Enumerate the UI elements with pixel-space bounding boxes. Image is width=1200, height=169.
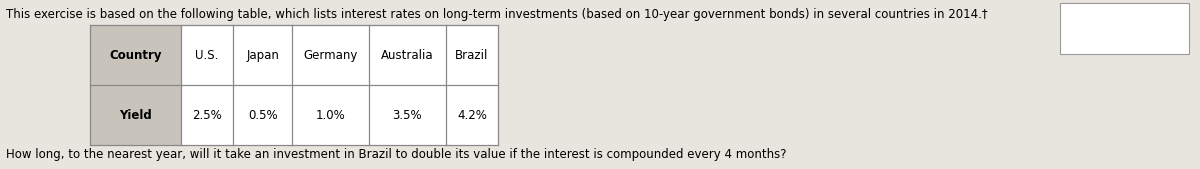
Text: Japan: Japan [246,49,280,62]
Bar [445,85,498,145]
Text: Brazil: Brazil [455,49,488,62]
Text: 0.5%: 0.5% [248,109,277,122]
Text: Australia: Australia [382,49,433,62]
Bar [90,85,181,145]
Text: 4.2%: 4.2% [457,109,487,122]
Bar [293,85,368,145]
Bar [181,85,233,145]
Text: U.S.: U.S. [196,49,218,62]
Text: 3.5%: 3.5% [392,109,422,122]
Bar [368,85,445,145]
Bar [293,25,368,85]
Bar [445,25,498,85]
Text: Country: Country [109,49,162,62]
Bar [233,25,293,85]
Text: Germany: Germany [304,49,358,62]
Bar [1060,3,1189,54]
Bar [181,25,233,85]
Text: This exercise is based on the following table, which lists interest rates on lon: This exercise is based on the following … [6,8,988,21]
Text: Yield: Yield [119,109,151,122]
Bar [233,85,293,145]
Text: 1.0%: 1.0% [316,109,346,122]
Bar [368,25,445,85]
Text: How long, to the nearest year, will it take an investment in Brazil to double it: How long, to the nearest year, will it t… [6,148,786,161]
Bar [90,25,181,85]
Text: 2.5%: 2.5% [192,109,222,122]
